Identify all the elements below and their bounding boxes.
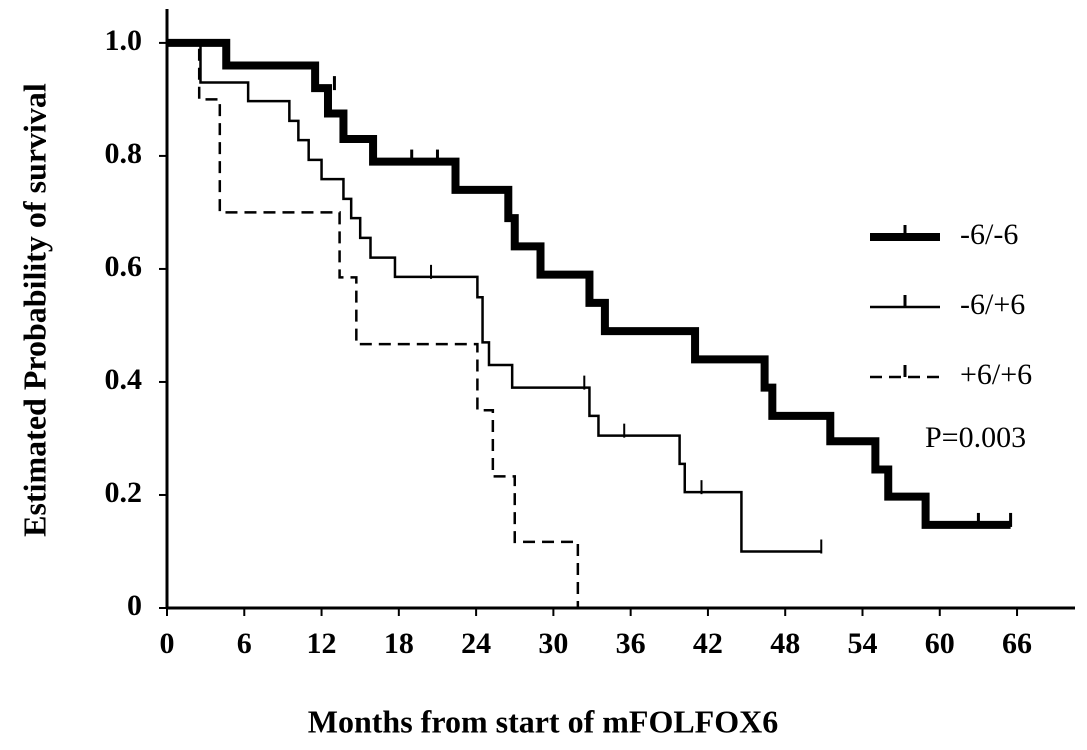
x-tick-label: 42 bbox=[693, 627, 723, 660]
x-tick-label: 48 bbox=[770, 627, 800, 660]
x-tick-label: 6 bbox=[237, 627, 252, 660]
survival-curve bbox=[167, 41, 822, 553]
x-tick-label: 36 bbox=[616, 627, 646, 660]
legend-label: -6/-6 bbox=[960, 218, 1018, 251]
x-tick-label: 30 bbox=[538, 627, 568, 660]
x-axis-title: Months from start of mFOLFOX6 bbox=[308, 703, 778, 739]
x-tick-label: 66 bbox=[1002, 627, 1032, 660]
legend-label: -6/+6 bbox=[960, 288, 1025, 321]
legend-label: +6/+6 bbox=[960, 358, 1032, 391]
survival-curve bbox=[167, 41, 580, 608]
x-tick-label: 18 bbox=[384, 627, 414, 660]
y-tick-label: 0.2 bbox=[105, 476, 143, 509]
x-tick-label: 12 bbox=[307, 627, 337, 660]
y-tick-label: 1.0 bbox=[105, 24, 143, 57]
x-tick-label: 24 bbox=[461, 627, 491, 660]
y-tick-label: 0.6 bbox=[105, 250, 143, 283]
y-tick-label: 0.8 bbox=[105, 137, 143, 170]
x-tick-label: 0 bbox=[160, 627, 175, 660]
survival-curve bbox=[167, 38, 1011, 529]
x-tick-label: 60 bbox=[925, 627, 955, 660]
y-tick-label: 0 bbox=[127, 589, 142, 622]
y-axis-title: Estimated Probability of survival bbox=[16, 83, 52, 537]
p-value: P=0.003 bbox=[925, 421, 1026, 454]
y-tick-label: 0.4 bbox=[105, 363, 143, 396]
x-tick-label: 54 bbox=[847, 627, 877, 660]
